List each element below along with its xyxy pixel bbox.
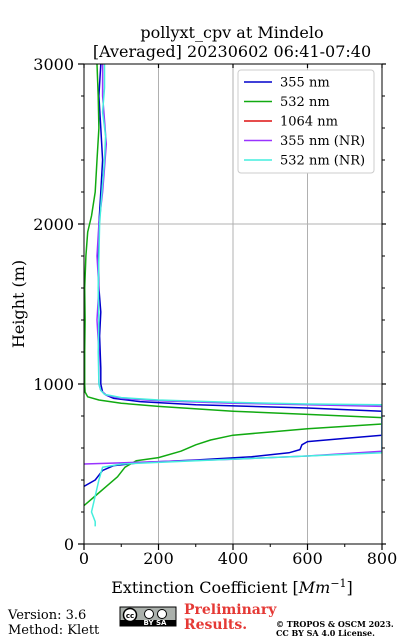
x-tick-label: 400	[218, 549, 249, 568]
series-line-4	[90, 64, 382, 527]
preliminary-text-line1: Preliminary	[184, 602, 277, 618]
x-tick-label: 200	[143, 549, 174, 568]
axis-ticks: 0 200 400 600 800 0 1000 2000 3000	[33, 55, 397, 568]
legend-label-3: 355 nm (NR)	[280, 134, 365, 149]
by-attribution-icon	[144, 609, 154, 619]
cc-icon	[122, 607, 138, 623]
y-tick-label: 2000	[33, 215, 74, 234]
method-text: Method: Klett	[8, 623, 100, 638]
legend: 355 nm 532 nm 1064 nm 355 nm (NR) 532 nm (NR…	[237, 69, 375, 174]
x-axis-label-exponent: −1	[330, 577, 346, 590]
copyright-line2: CC BY SA 4.0 License.	[276, 628, 375, 638]
y-tick-label: 0	[64, 535, 74, 554]
legend-box	[237, 69, 375, 174]
cc-badge-strip	[120, 620, 176, 626]
x-tick-label: 800	[367, 549, 398, 568]
x-axis-label-close: ]	[347, 578, 353, 597]
legend-label-1: 532 nm	[280, 95, 330, 110]
y-tick-label: 1000	[33, 375, 74, 394]
series-lines	[84, 64, 382, 527]
x-tick-label: 0	[79, 549, 89, 568]
cc-icon-text: cc	[126, 612, 134, 620]
x-axis-label-text: Extinction Coefficient [	[111, 578, 299, 597]
version-text: Version: 3.6	[7, 608, 86, 623]
preliminary-text-line2: Results.	[184, 617, 247, 633]
legend-label-2: 1064 nm	[280, 115, 338, 130]
cc-license-logo: cc BY SA	[119, 606, 177, 627]
sa-share-alike-icon	[157, 609, 167, 619]
chart-title-line1: pollyxt_cpv at Mindelo	[140, 23, 323, 42]
by-sa-text: BY SA	[144, 619, 168, 627]
legend-label-0: 355 nm	[280, 76, 330, 91]
legend-label-4: 532 nm (NR)	[280, 154, 365, 169]
y-axis-label: Height (m)	[9, 260, 28, 348]
x-tick-label: 600	[292, 549, 323, 568]
series-line-1	[84, 64, 382, 507]
y-tick-label: 3000	[33, 55, 74, 74]
x-axis-label-unit: Mm	[298, 578, 331, 597]
chart-title-line2: [Averaged] 20230602 06:41-07:40	[93, 42, 371, 61]
copyright-line1: © TROPOS & OSCM 2023.	[276, 619, 394, 629]
x-axis-label: Extinction Coefficient [Mm−1]	[111, 577, 353, 597]
